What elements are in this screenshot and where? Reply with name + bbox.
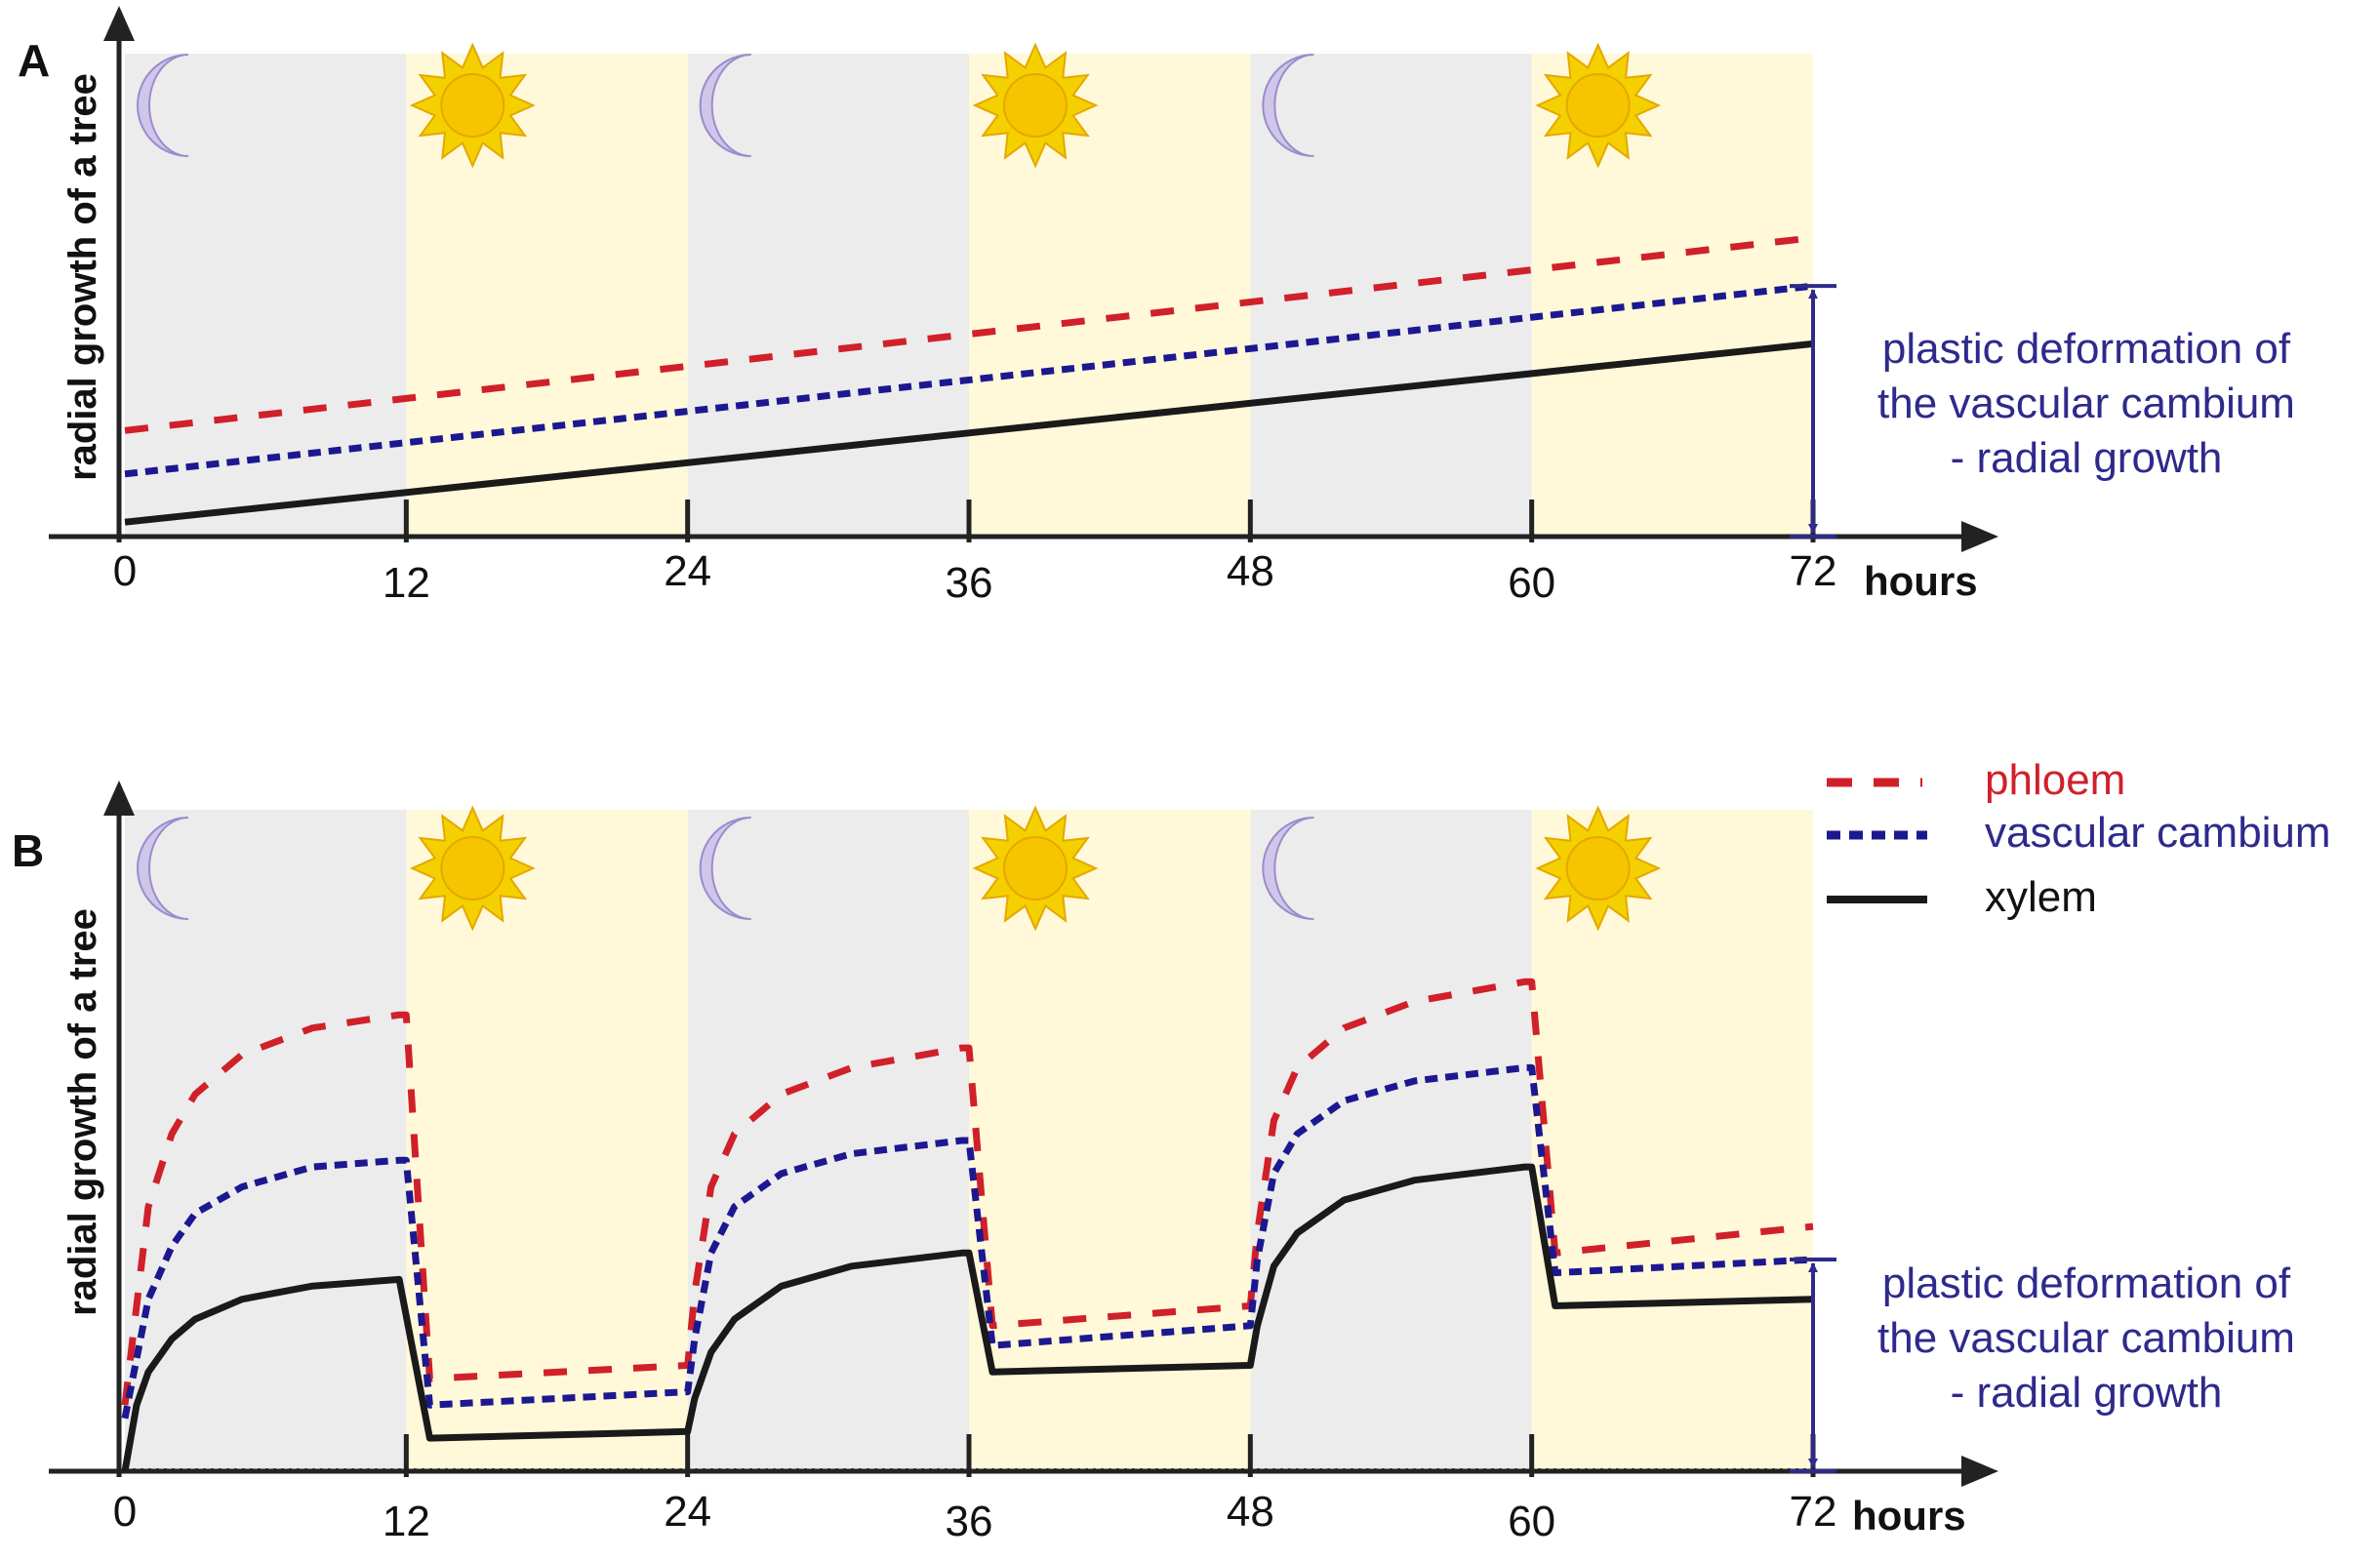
annotation-line: plastic deformation of <box>1882 1260 2291 1307</box>
day-night-icons-a <box>137 42 1662 169</box>
x-tick-label: 12 <box>383 1498 430 1545</box>
day-band <box>1531 810 1813 1471</box>
series-b <box>121 978 1814 1472</box>
y-axis-label-b: radial growth of a tree <box>61 908 104 1316</box>
plastic-deformation-label-b: plastic deformation of the vascular camb… <box>1877 1260 2295 1417</box>
annotation-line: - radial growth <box>1951 434 2223 482</box>
moon-icon <box>1262 54 1314 157</box>
x-tick-label: 12 <box>383 559 430 607</box>
sun-icon <box>1565 836 1631 900</box>
x-tick-label: 48 <box>1227 1488 1274 1536</box>
panel-a: 0 12 24 36 48 60 72 A radial growth of a tree … <box>18 6 2295 607</box>
panel-label-b: B <box>12 825 44 876</box>
night-band <box>125 810 407 1471</box>
x-tick-label: 0 <box>113 1488 137 1536</box>
series-line-vascular-cambium <box>121 1063 1814 1420</box>
x-tick-label: 72 <box>1790 1488 1837 1536</box>
y-axis-arrow <box>103 780 135 816</box>
sun-icon <box>1003 73 1068 138</box>
x-tick-label: 36 <box>946 1498 993 1545</box>
annotation-b <box>1790 1258 1836 1473</box>
day-night-bands-b <box>125 810 1813 1471</box>
legend: phloem vascular cambium xylem <box>1827 756 2331 921</box>
sun-icon <box>1565 73 1631 138</box>
x-axis-arrow <box>1961 1456 1998 1487</box>
x-axis-label-b: hours <box>1852 1493 1966 1539</box>
x-ticks-a: 0 12 24 36 48 60 72 <box>113 500 1837 607</box>
x-axis-arrow <box>1961 521 1998 552</box>
night-band <box>125 54 407 537</box>
night-band <box>687 54 969 537</box>
day-band <box>969 810 1251 1471</box>
annotation-line: the vascular cambium <box>1877 1314 2295 1362</box>
annotation-line: the vascular cambium <box>1877 380 2295 427</box>
moon-icon <box>137 817 189 920</box>
x-tick-label: 48 <box>1227 547 1274 595</box>
x-tick-label: 24 <box>664 1488 711 1536</box>
legend-label-cambium: vascular cambium <box>1985 809 2331 857</box>
series-line-xylem <box>121 1163 1814 1472</box>
x-tick-label: 60 <box>1508 559 1555 607</box>
panel-label-a: A <box>18 35 50 86</box>
x-tick-label: 60 <box>1508 1498 1555 1545</box>
x-tick-label: 24 <box>664 547 711 595</box>
series-line-phloem <box>121 978 1814 1406</box>
y-axis-arrow <box>103 6 135 41</box>
night-band <box>1250 810 1532 1471</box>
x-tick-label: 36 <box>946 559 993 607</box>
x-tick-label: 0 <box>113 547 137 595</box>
series-a <box>124 234 1814 526</box>
axes-b <box>49 780 1998 1487</box>
legend-label-xylem: xylem <box>1985 873 2097 921</box>
day-night-icons-b <box>137 805 1662 932</box>
x-ticks-b: 0 12 24 36 48 60 72 <box>113 1434 1837 1545</box>
annotation-a <box>1790 284 1836 539</box>
x-axis-label-a: hours <box>1864 558 1978 604</box>
plastic-deformation-label-a: plastic deformation of the vascular camb… <box>1877 325 2295 482</box>
y-axis-label-a: radial growth of a tree <box>61 73 104 481</box>
annotation-line: plastic deformation of <box>1882 325 2291 373</box>
panel-b: 0 12 24 36 48 60 72 B radial growth of a tree … <box>12 780 2295 1545</box>
legend-label-phloem: phloem <box>1985 756 2125 804</box>
sun-icon <box>440 73 505 138</box>
sun-icon <box>440 836 505 900</box>
sun-icon <box>1003 836 1068 900</box>
annotation-line: - radial growth <box>1951 1369 2223 1417</box>
day-band <box>406 810 688 1471</box>
x-tick-label: 72 <box>1790 547 1837 595</box>
series-line-vascular-cambium <box>124 282 1814 478</box>
series-line-phloem <box>124 234 1814 434</box>
series-line-xylem <box>124 340 1814 526</box>
moon-icon <box>137 54 189 157</box>
moon-icon <box>1262 817 1314 920</box>
axes-a <box>49 6 1998 552</box>
